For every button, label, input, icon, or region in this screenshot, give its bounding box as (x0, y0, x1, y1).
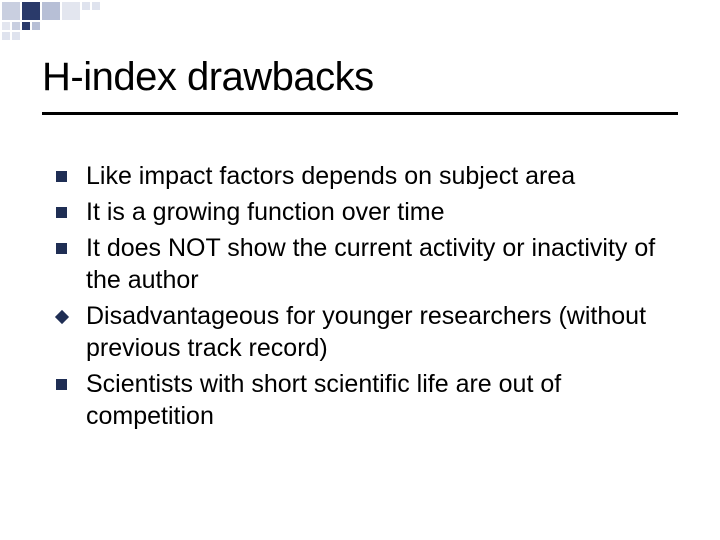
list-item: Like impact factors depends on subject a… (56, 160, 690, 192)
decoration-square (2, 2, 20, 20)
list-item-text: It is a growing function over time (86, 196, 690, 228)
decoration-square (22, 22, 30, 30)
title-region: H-index drawbacks (42, 55, 678, 115)
list-item-text: It does NOT show the current activity or… (86, 232, 690, 296)
decoration-square (62, 2, 80, 20)
list-item: Disadvantageous for younger researchers … (56, 300, 690, 364)
corner-decoration (0, 0, 150, 50)
decoration-square (32, 22, 40, 30)
list-item: It is a growing function over time (56, 196, 690, 228)
decoration-square (2, 32, 10, 40)
square-bullet-icon (56, 368, 86, 390)
decoration-square (42, 2, 60, 20)
list-item-text: Like impact factors depends on subject a… (86, 160, 690, 192)
decoration-square (92, 2, 100, 10)
bullet-list: Like impact factors depends on subject a… (56, 160, 690, 436)
decoration-square (12, 32, 20, 40)
list-item-text: Scientists with short scientific life ar… (86, 368, 690, 432)
decoration-square (12, 22, 20, 30)
diamond-bullet-icon (56, 300, 86, 322)
list-item: It does NOT show the current activity or… (56, 232, 690, 296)
square-bullet-icon (56, 232, 86, 254)
slide-title: H-index drawbacks (42, 55, 678, 100)
decoration-square (82, 2, 90, 10)
decoration-square (22, 2, 40, 20)
decoration-square (2, 22, 10, 30)
square-bullet-icon (56, 160, 86, 182)
list-item-text: Disadvantageous for younger researchers … (86, 300, 690, 364)
square-bullet-icon (56, 196, 86, 218)
title-underline (42, 112, 678, 115)
list-item: Scientists with short scientific life ar… (56, 368, 690, 432)
